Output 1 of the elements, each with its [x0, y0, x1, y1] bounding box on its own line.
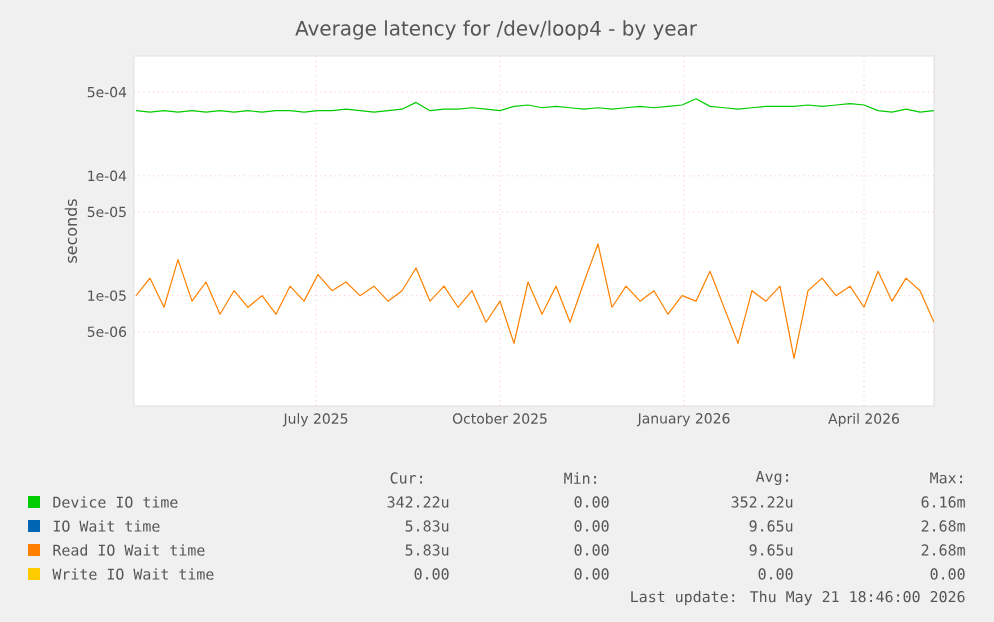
chart-title: Average latency for /dev/loop4 - by year	[295, 20, 697, 40]
